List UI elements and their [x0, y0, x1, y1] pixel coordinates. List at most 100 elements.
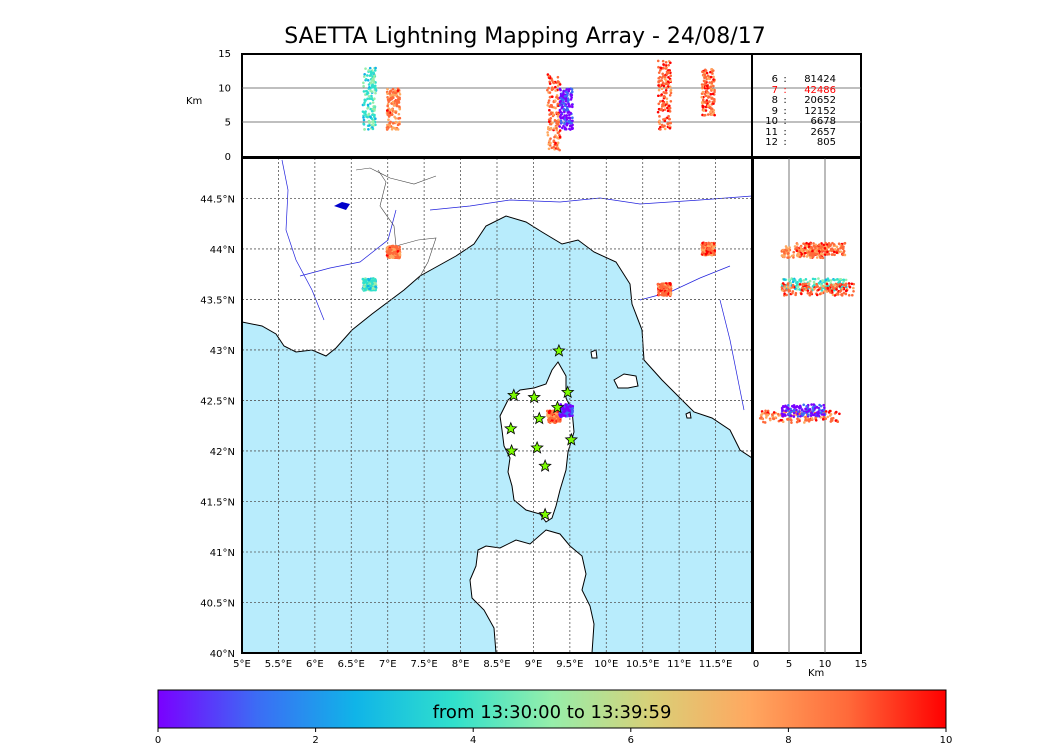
- lightning-source-point: [703, 242, 707, 246]
- altitude-source-point: [369, 115, 372, 118]
- lightning-source-point: [700, 248, 704, 252]
- side-tick-label: 10: [819, 659, 832, 670]
- lightning-source-point: [552, 415, 556, 418]
- side-source-point: [820, 413, 824, 416]
- altitude-source-point: [563, 122, 566, 125]
- altitude-source-point: [662, 84, 666, 88]
- lightning-source-point: [398, 245, 401, 249]
- side-source-point: [840, 293, 843, 296]
- side-source-point: [837, 242, 841, 245]
- lightning-source-point: [391, 255, 395, 259]
- altitude-source-point: [386, 104, 389, 108]
- side-source-point: [795, 408, 798, 412]
- altitude-source-point: [374, 66, 377, 70]
- side-source-point: [803, 411, 806, 415]
- colorbar-label: from 13:30:00 to 13:39:59: [432, 702, 672, 723]
- side-source-point: [787, 404, 790, 407]
- station-star-icon: [530, 440, 544, 454]
- altitude-source-point: [362, 75, 366, 78]
- side-source-point: [829, 291, 832, 294]
- altitude-source-point: [391, 100, 395, 104]
- side-source-point: [792, 411, 796, 415]
- latitude-tick-label: 44°N: [210, 245, 235, 256]
- altitude-source-point: [394, 111, 398, 114]
- altitude-source-point: [708, 100, 711, 103]
- side-source-point: [824, 417, 828, 421]
- altitude-source-point: [558, 87, 562, 91]
- colorbar-tick-label: 0: [155, 735, 161, 746]
- side-source-point: [792, 409, 796, 413]
- altitude-source-point: [658, 75, 662, 79]
- side-source-point: [826, 253, 829, 256]
- altitude-source-point: [391, 87, 395, 91]
- altitude-source-point: [562, 102, 566, 105]
- latitude-tick-label: 44.5°N: [200, 194, 235, 205]
- lightning-source-point: [565, 414, 569, 418]
- side-source-point: [805, 405, 808, 408]
- side-source-point: [781, 409, 784, 412]
- altitude-source-point: [362, 122, 365, 126]
- altitude-source-point: [709, 75, 713, 79]
- altitude-source-point: [663, 75, 667, 79]
- altitude-source-point: [710, 113, 714, 116]
- altitude-source-point: [557, 80, 560, 84]
- side-source-point: [811, 406, 815, 409]
- altitude-source-point: [565, 90, 568, 94]
- side-source-point: [796, 414, 800, 418]
- side-source-point: [815, 293, 819, 297]
- altitude-source-point: [397, 101, 401, 104]
- station-star-icon: [527, 390, 541, 404]
- altitude-source-point: [558, 103, 562, 107]
- altitude-source-point: [559, 110, 562, 114]
- altitude-source-point: [709, 92, 713, 96]
- side-source-point: [819, 280, 822, 283]
- altitude-source-point: [658, 119, 661, 123]
- lightning-source-point: [396, 250, 400, 253]
- side-source-point: [844, 278, 848, 282]
- altitude-source-point: [368, 97, 372, 100]
- side-source-point: [781, 420, 785, 424]
- altitude-source-point: [561, 94, 565, 97]
- altitude-source-point: [666, 106, 669, 110]
- lightning-source-point: [565, 405, 569, 409]
- altitude-source-point: [701, 106, 705, 109]
- lightning-source-point: [565, 411, 569, 415]
- side-source-point: [835, 288, 838, 291]
- altitude-source-point: [561, 126, 564, 130]
- side-source-point: [831, 293, 835, 297]
- altitude-source-point: [663, 124, 666, 128]
- side-source-point: [783, 292, 786, 296]
- longitude-tick-label: 6°E: [306, 659, 324, 670]
- side-source-point: [810, 411, 813, 415]
- altitude-source-point: [392, 104, 396, 107]
- altitude-source-point: [711, 88, 715, 92]
- side-source-point: [801, 282, 805, 286]
- altitude-source-point: [368, 85, 371, 89]
- side-source-point: [786, 418, 789, 421]
- side-source-point: [796, 254, 799, 258]
- longitude-tick-label: 5°E: [233, 659, 251, 670]
- altitude-source-point: [362, 111, 366, 114]
- altitude-source-point: [713, 113, 716, 117]
- side-source-point: [833, 283, 837, 287]
- altitude-source-point: [557, 118, 560, 122]
- lightning-source-point: [563, 409, 567, 412]
- altitude-source-point: [568, 105, 572, 108]
- latitude-tick-label: 40°N: [210, 649, 235, 660]
- altitude-source-point: [366, 115, 369, 119]
- altitude-source-point: [556, 84, 560, 87]
- side-source-point: [834, 410, 838, 414]
- side-source-point: [812, 287, 816, 291]
- lightning-source-point: [556, 419, 560, 423]
- side-source-point: [842, 251, 845, 254]
- altitude-source-point: [374, 91, 377, 95]
- altitude-source-point: [669, 79, 672, 83]
- station-star-icon: [504, 421, 518, 435]
- altitude-source-point: [549, 128, 552, 131]
- altitude-source-point: [662, 82, 665, 86]
- altitude-source-point: [546, 88, 549, 92]
- side-tick-label: 0: [753, 659, 759, 670]
- altitude-source-point: [704, 101, 707, 104]
- altitude-source-point: [667, 71, 670, 75]
- side-source-point: [823, 406, 826, 410]
